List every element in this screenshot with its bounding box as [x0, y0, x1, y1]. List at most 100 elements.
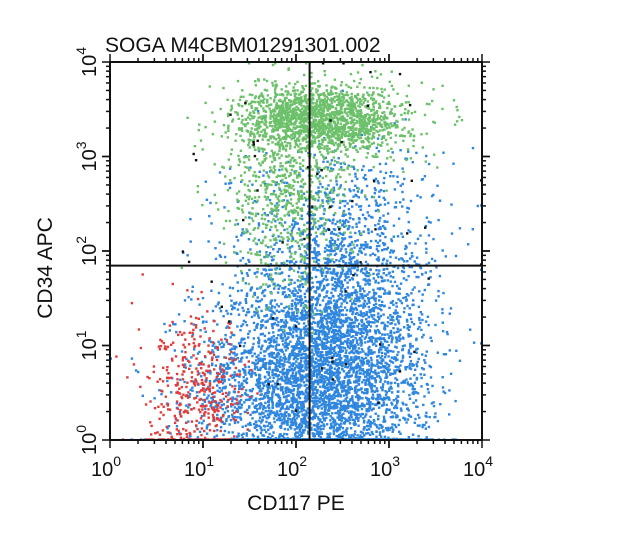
data-point — [292, 417, 295, 420]
data-point — [198, 421, 201, 424]
data-point — [369, 311, 372, 314]
data-point — [221, 408, 224, 411]
data-point — [404, 296, 407, 299]
data-point — [332, 386, 335, 389]
data-point — [333, 261, 336, 264]
data-point — [267, 275, 270, 278]
data-point — [319, 390, 322, 393]
data-point — [299, 348, 302, 352]
data-point — [366, 362, 369, 365]
data-point — [286, 428, 290, 431]
data-point — [385, 274, 388, 277]
data-point — [318, 343, 322, 346]
data-point — [274, 382, 277, 385]
data-point — [271, 391, 274, 394]
data-point — [314, 307, 317, 310]
data-point — [364, 382, 367, 385]
data-point — [304, 400, 307, 403]
data-point — [319, 326, 322, 329]
data-point — [383, 356, 387, 359]
data-point — [346, 286, 349, 289]
data-point — [295, 381, 298, 384]
data-point — [303, 313, 306, 317]
data-point — [319, 309, 322, 312]
data-point — [340, 401, 343, 404]
data-point — [354, 318, 357, 322]
data-point — [281, 379, 284, 382]
data-point — [306, 395, 309, 398]
data-point — [283, 355, 287, 359]
data-point — [362, 312, 365, 315]
data-point — [304, 415, 307, 418]
data-point — [323, 410, 327, 413]
data-point — [406, 304, 409, 308]
data-point — [366, 402, 369, 405]
data-point — [296, 391, 300, 394]
data-point — [244, 389, 248, 392]
data-point — [315, 365, 318, 368]
data-point — [409, 317, 413, 321]
data-point — [318, 401, 322, 404]
data-point — [386, 346, 389, 350]
data-point — [364, 415, 367, 418]
data-point — [305, 362, 309, 365]
data-point — [374, 403, 378, 407]
data-point — [338, 354, 342, 357]
data-point — [405, 403, 408, 406]
data-point — [345, 271, 349, 274]
data-point — [366, 293, 369, 296]
data-point — [347, 386, 350, 389]
data-point — [333, 281, 337, 284]
data-point — [339, 407, 342, 410]
data-point — [387, 344, 390, 347]
data-point — [382, 313, 385, 316]
data-point — [411, 362, 414, 366]
data-point — [436, 351, 439, 354]
data-point — [341, 363, 344, 366]
data-point — [352, 435, 355, 438]
data-point — [266, 413, 270, 416]
data-point — [313, 404, 316, 407]
data-point — [314, 386, 317, 389]
data-point — [380, 354, 384, 358]
data-point — [266, 320, 269, 323]
data-point — [281, 339, 284, 343]
data-point — [301, 391, 304, 394]
data-point — [339, 257, 343, 261]
data-point — [368, 372, 372, 375]
data-point — [268, 309, 271, 312]
data-point — [244, 373, 247, 376]
data-point — [419, 321, 422, 325]
data-point — [378, 195, 381, 198]
data-point — [269, 380, 272, 383]
data-point — [252, 337, 255, 340]
data-point — [273, 299, 277, 302]
data-point — [248, 330, 251, 333]
data-point — [297, 362, 300, 365]
data-point — [325, 397, 329, 400]
data-point — [386, 396, 389, 399]
data-point — [256, 361, 259, 365]
data-point — [188, 434, 192, 437]
data-point — [356, 362, 360, 365]
data-point — [312, 337, 316, 341]
data-point — [216, 303, 220, 306]
data-point — [281, 291, 285, 294]
data-point — [389, 331, 392, 335]
data-point — [386, 380, 390, 384]
data-point — [272, 431, 275, 434]
data-point — [224, 367, 228, 370]
data-point — [371, 393, 375, 396]
data-point — [288, 418, 291, 421]
data-point — [353, 246, 356, 249]
data-point — [217, 291, 221, 295]
data-point — [303, 295, 307, 299]
data-point — [346, 390, 349, 394]
data-point — [344, 255, 347, 258]
data-point — [227, 342, 230, 345]
data-point — [324, 347, 328, 350]
data-point — [267, 371, 271, 374]
data-point — [377, 365, 380, 369]
data-point — [302, 306, 305, 310]
data-point — [365, 325, 369, 328]
